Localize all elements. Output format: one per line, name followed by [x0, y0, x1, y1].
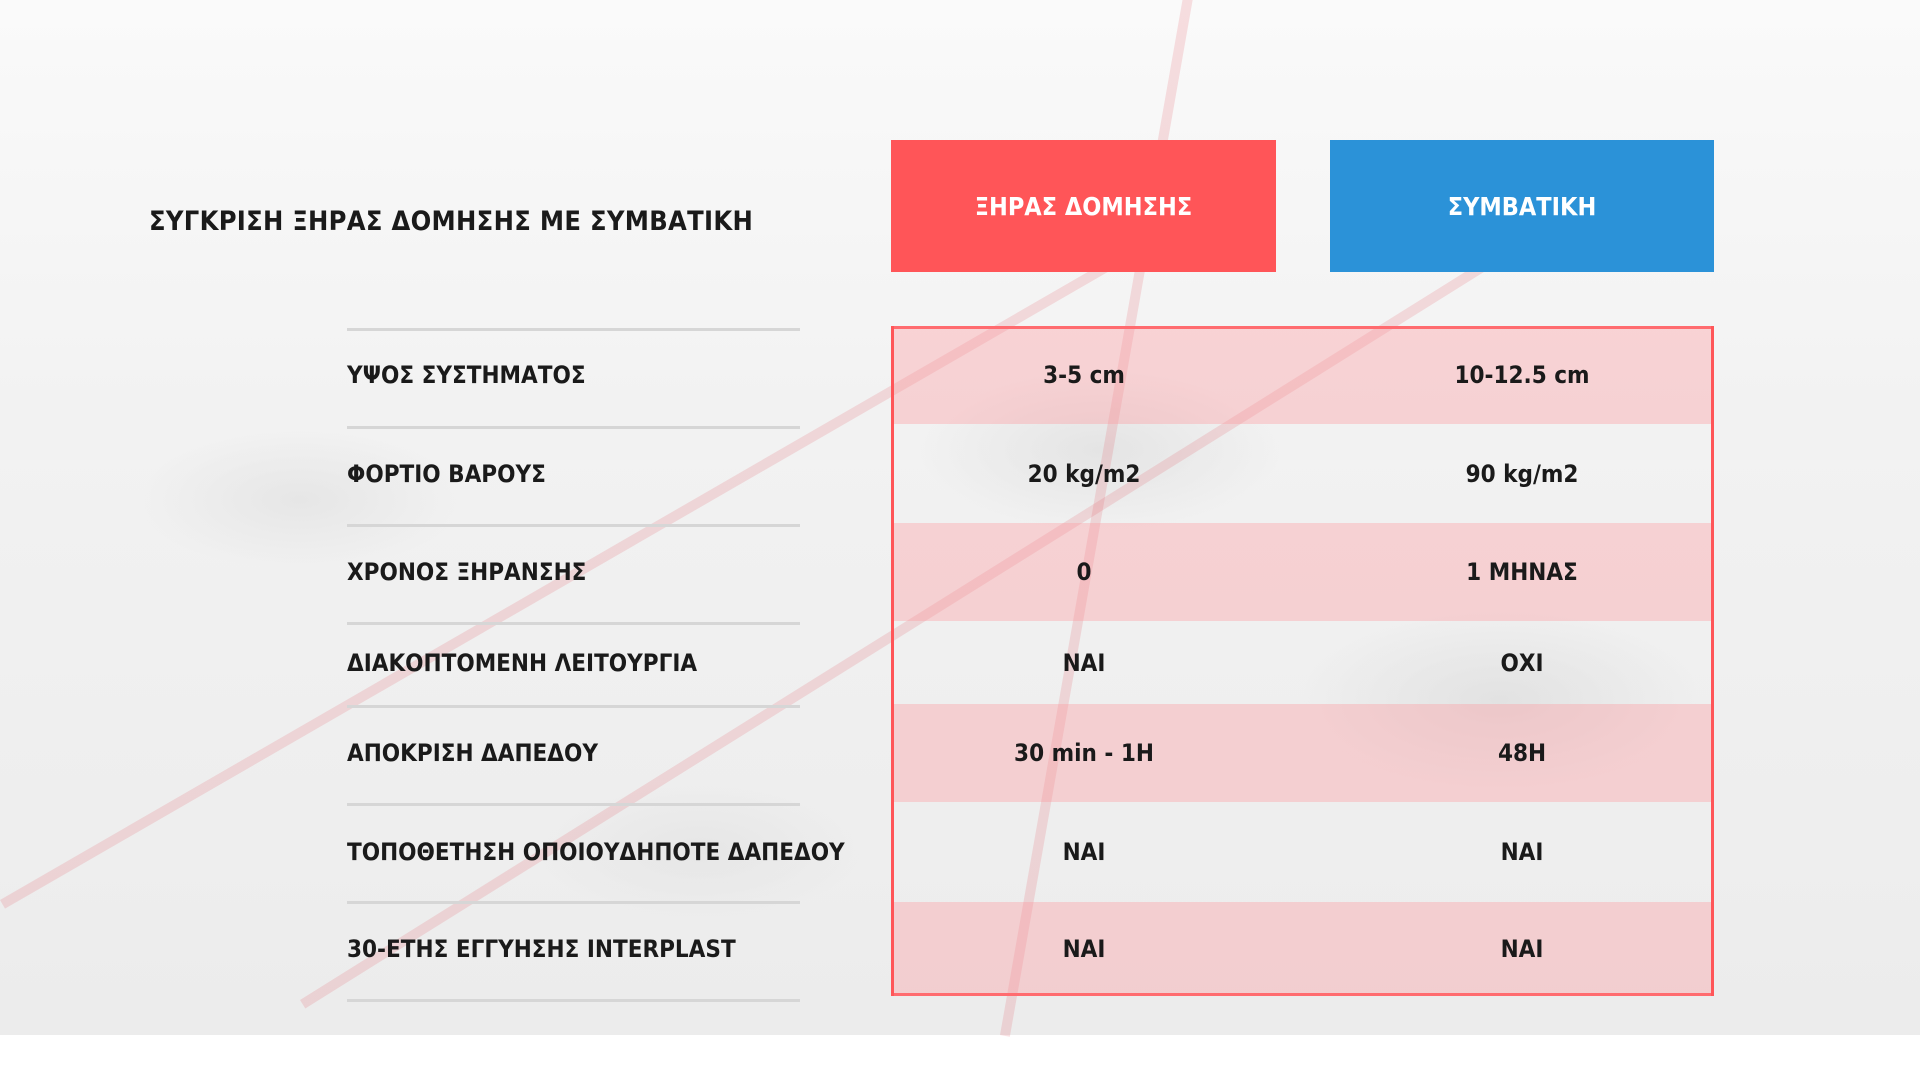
row-label: ΑΠΟΚΡΙΣΗ ΔΑΠΕΔΟΥ: [347, 739, 598, 767]
row-divider: [347, 328, 800, 331]
row-divider: [347, 705, 800, 708]
row-divider: [347, 999, 800, 1002]
conventional-value: 10-12.5 cm: [1454, 361, 1590, 389]
dry-value: 0: [1076, 558, 1092, 586]
dry-value: 20 kg/m2: [1027, 459, 1141, 488]
dry-value: 3-5 cm: [1043, 361, 1125, 389]
row-divider: [347, 426, 800, 429]
table-row: ΝΑΙ ΟΧΙ: [894, 621, 1711, 704]
dry-value: ΝΑΙ: [1062, 935, 1106, 963]
conventional-value: 48H: [1497, 739, 1547, 767]
row-label: ΥΨΟΣ ΣΥΣΤΗΜΑΤΟΣ: [347, 361, 586, 389]
conventional-value: ΟΧΙ: [1500, 648, 1544, 677]
table-row: 20 kg/m2 90 kg/m2: [894, 424, 1711, 523]
page-title: ΣΥΓΚΡΙΣΗ ΞΗΡΑΣ ΔΟΜΗΣΗΣ ΜΕ ΣΥΜΒΑΤΙΚΗ: [149, 206, 754, 237]
conventional-value: ΝΑΙ: [1500, 838, 1544, 866]
conventional-value: 1 ΜΗΝΑΣ: [1466, 558, 1578, 586]
dry-value: 30 min - 1H: [1014, 739, 1154, 767]
row-label: ΧΡΟΝΟΣ ΞΗΡΑΝΣΗΣ: [347, 558, 587, 586]
row-label: ΔΙΑΚΟΠΤΟΜΕΝΗ ΛΕΙΤΟΥΡΓΙΑ: [347, 648, 698, 677]
table-row: 30 min - 1H 48H: [894, 704, 1711, 802]
conventional-value: 90 kg/m2: [1465, 459, 1579, 488]
row-divider: [347, 524, 800, 527]
table-row: ΝΑΙ ΝΑΙ: [894, 902, 1711, 996]
row-divider: [347, 803, 800, 806]
table-row: 3-5 cm 10-12.5 cm: [894, 326, 1711, 424]
row-divider: [347, 622, 800, 625]
row-label: ΦΟΡΤΙΟ ΒΑΡΟΥΣ: [347, 459, 546, 488]
table-row: ΝΑΙ ΝΑΙ: [894, 802, 1711, 902]
table-row: 0 1 ΜΗΝΑΣ: [894, 523, 1711, 621]
row-label: 30-ΕΤΗΣ ΕΓΓΥΗΣΗΣ INTERPLAST: [347, 935, 736, 963]
column-header-dry: ΞΗΡΑΣ ΔΟΜΗΣΗΣ: [891, 140, 1276, 272]
column-header-conventional: ΣΥΜΒΑΤΙΚΗ: [1330, 140, 1714, 272]
conventional-value: ΝΑΙ: [1500, 935, 1544, 963]
row-label: ΤΟΠΟΘΕΤΗΣΗ ΟΠΟΙΟΥΔΗΠΟΤΕ ΔΑΠΕΔΟΥ: [347, 838, 845, 866]
row-divider: [347, 901, 800, 904]
dry-value: ΝΑΙ: [1062, 838, 1106, 866]
dry-value: ΝΑΙ: [1062, 648, 1106, 677]
comparison-table: 3-5 cm 10-12.5 cm 20 kg/m2 90 kg/m2 0 1 ΜΗΝΑΣ…: [891, 326, 1714, 996]
